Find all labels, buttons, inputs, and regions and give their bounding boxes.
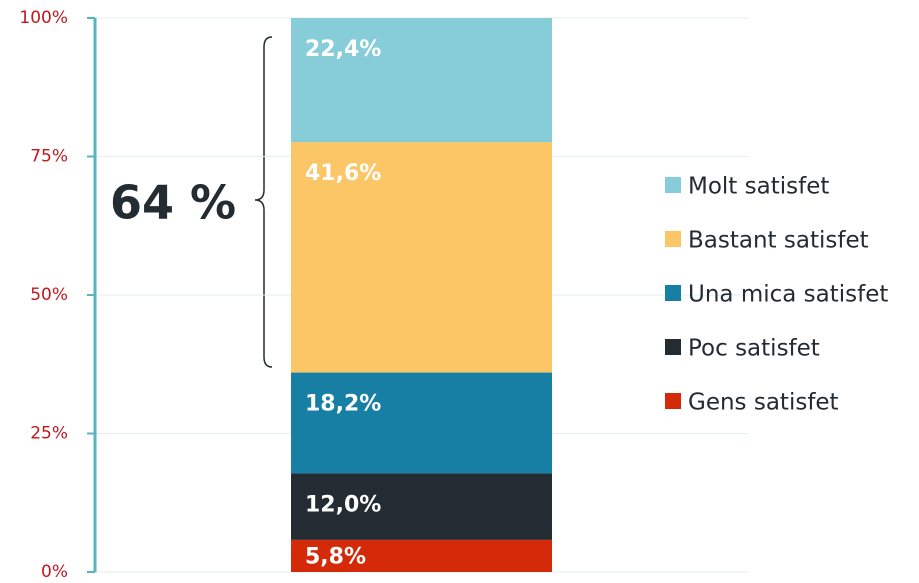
y-tick-label: 100%: [19, 8, 68, 28]
value-label: 41,6%: [305, 161, 381, 186]
legend-swatch: [665, 231, 681, 247]
value-label: 5,8%: [305, 545, 366, 570]
y-tick-label: 75%: [30, 147, 68, 167]
brace: [254, 36, 273, 368]
bar-segment: [291, 18, 552, 143]
legend-label: Bastant satisfet: [688, 228, 869, 254]
y-tick-label: 25%: [30, 424, 68, 444]
value-label: 22,4%: [305, 37, 381, 62]
legend-label: Una mica satisfet: [688, 282, 888, 308]
bar-segment: [291, 142, 552, 373]
legend-label: Molt satisfet: [688, 174, 829, 200]
y-tick-label: 0%: [41, 562, 68, 582]
bar-segment: [291, 473, 552, 540]
legend-swatch: [665, 177, 681, 193]
bar-segment: [291, 372, 552, 474]
annotation: 64 %: [110, 176, 236, 230]
legend-label: Poc satisfet: [688, 336, 820, 362]
legend-swatch: [665, 393, 681, 409]
bar-segment: [291, 539, 552, 572]
value-label: 18,2%: [305, 392, 381, 417]
legend-swatch: [665, 339, 681, 355]
legend-label: Gens satisfet: [688, 390, 839, 416]
legend-swatch: [665, 285, 681, 301]
value-label: 12,0%: [305, 492, 381, 517]
y-tick-label: 50%: [30, 285, 68, 305]
